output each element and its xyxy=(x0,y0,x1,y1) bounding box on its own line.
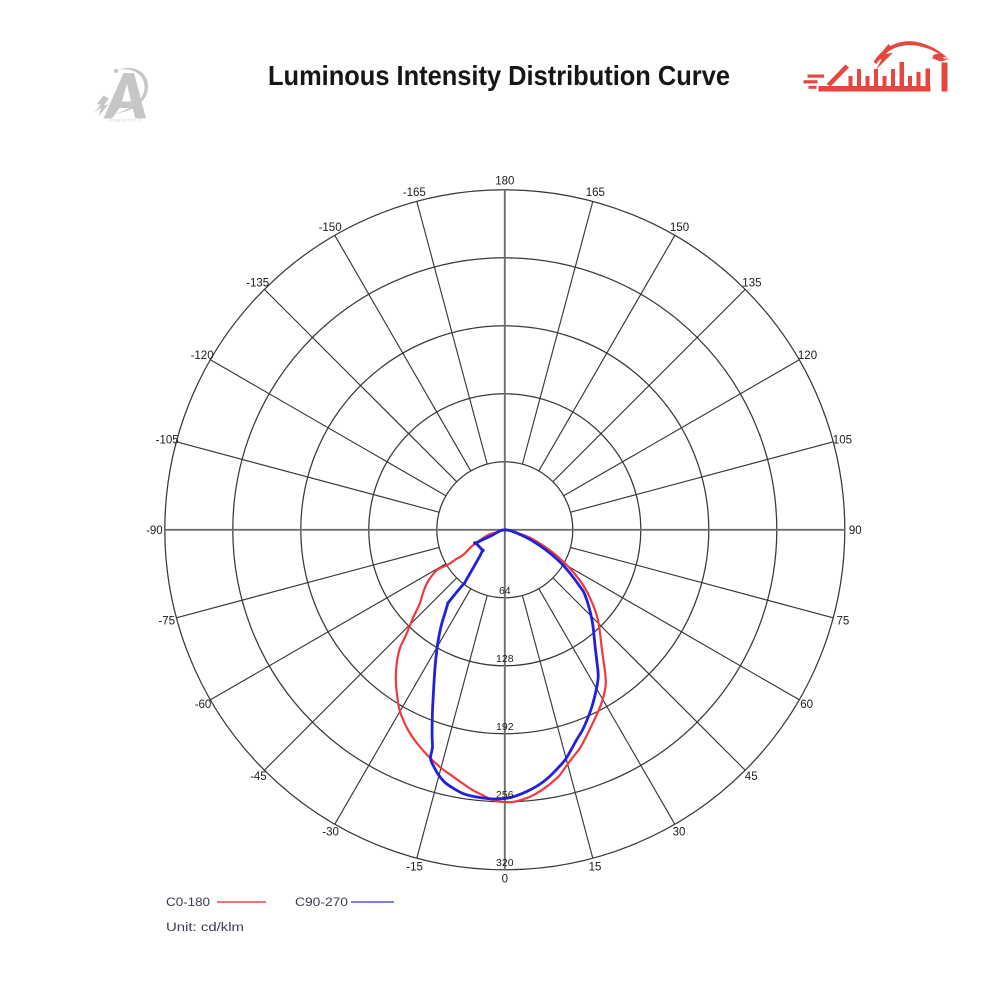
svg-text:-15: -15 xyxy=(406,861,423,873)
svg-text:artaelectric.ir: artaelectric.ir xyxy=(109,118,142,123)
svg-text:64: 64 xyxy=(499,585,511,597)
svg-text:165: 165 xyxy=(586,187,605,199)
svg-text:30: 30 xyxy=(673,827,686,839)
svg-text:-135: -135 xyxy=(246,278,269,290)
svg-text:135: 135 xyxy=(742,278,761,290)
svg-text:75: 75 xyxy=(837,615,850,627)
svg-text:128: 128 xyxy=(496,653,514,665)
svg-text:Luminous Intensity Distributio: Luminous Intensity Distribution Curve xyxy=(268,60,730,91)
svg-text:120: 120 xyxy=(798,350,817,362)
svg-text:C90-270: C90-270 xyxy=(295,897,348,909)
svg-text:-90: -90 xyxy=(146,525,163,537)
svg-text:90: 90 xyxy=(849,525,862,537)
svg-text:256: 256 xyxy=(496,789,514,801)
svg-text:-30: -30 xyxy=(322,827,339,839)
svg-text:320: 320 xyxy=(496,857,514,869)
svg-text:180: 180 xyxy=(495,175,514,187)
svg-text:C0-180: C0-180 xyxy=(166,897,210,909)
svg-text:-45: -45 xyxy=(250,771,267,783)
svg-text:15: 15 xyxy=(589,861,602,873)
svg-text:-75: -75 xyxy=(158,615,175,627)
svg-text:Unit: cd/klm: Unit: cd/klm xyxy=(166,922,244,934)
svg-text:192: 192 xyxy=(496,721,514,733)
svg-text:-165: -165 xyxy=(403,187,426,199)
svg-text:45: 45 xyxy=(745,771,758,783)
svg-text:-150: -150 xyxy=(319,222,342,234)
svg-text:105: 105 xyxy=(833,434,852,446)
svg-text:-120: -120 xyxy=(191,350,214,362)
svg-text:-60: -60 xyxy=(195,699,212,711)
svg-text:60: 60 xyxy=(800,699,813,711)
svg-text:-105: -105 xyxy=(156,434,179,446)
svg-text:0: 0 xyxy=(502,873,508,885)
svg-text:150: 150 xyxy=(670,222,689,234)
